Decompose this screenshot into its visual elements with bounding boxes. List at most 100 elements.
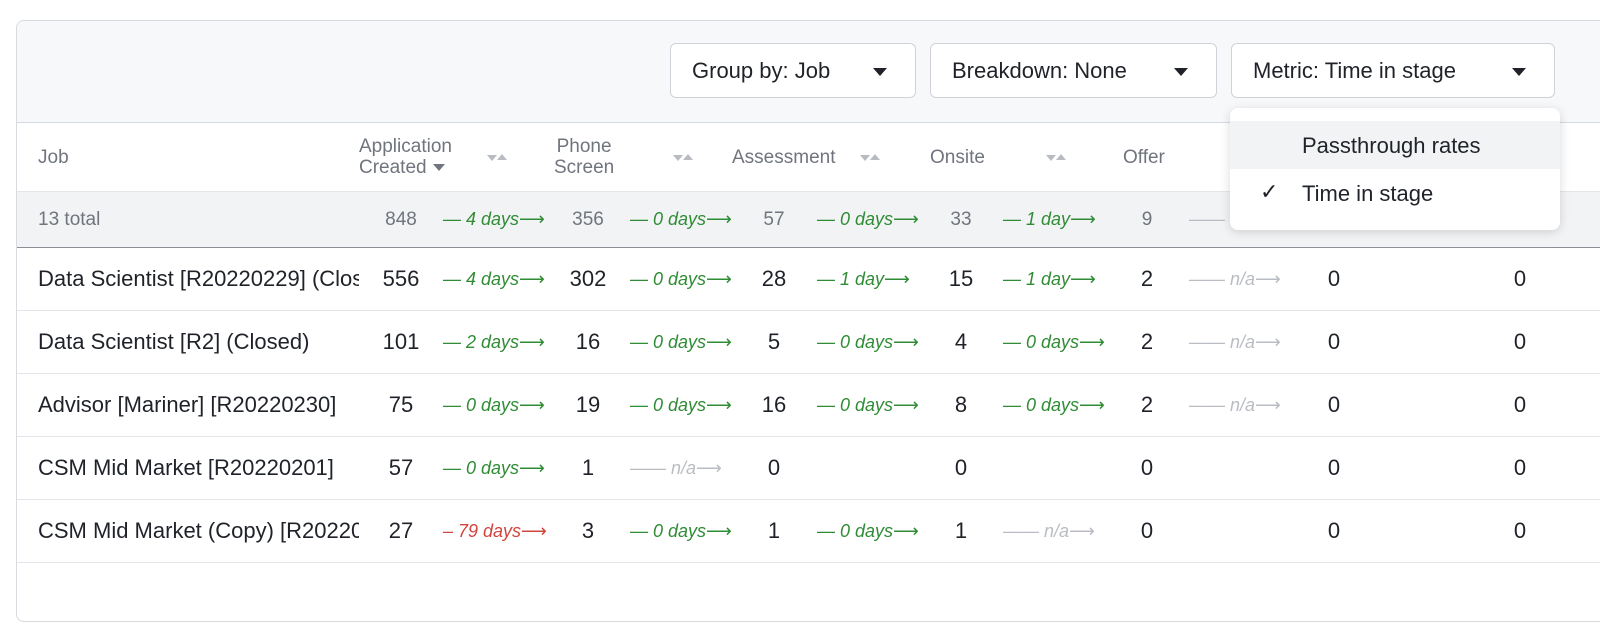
transition-time: — 0 days⟶ (1003, 332, 1105, 352)
check-icon: ✓ (1260, 179, 1279, 204)
stage-count: 15 (948, 266, 974, 291)
transition-time: — 0 days⟶ (443, 458, 545, 478)
header-application-created[interactable]: Application Created (359, 136, 452, 178)
stage-count: 0 (767, 455, 781, 480)
stage-count: 556 (382, 266, 420, 291)
menu-item-label: Passthrough rates (1302, 133, 1481, 158)
transition-time: —— n/a⟶ (1003, 521, 1095, 541)
stage-count: 75 (388, 392, 414, 417)
stage-count: 0 (1140, 518, 1154, 543)
transition-time: — 4 days⟶ (443, 269, 545, 289)
report-toolbar: Group by: Job Breakdown: None Metric: Ti… (17, 21, 1600, 123)
transition-time: — 0 days⟶ (443, 395, 545, 415)
stage-count: 0 (1513, 518, 1527, 543)
header-onsite[interactable]: Onsite (930, 147, 985, 168)
chevron-down-icon (1512, 68, 1526, 76)
header-offer[interactable]: Offer (1123, 147, 1165, 168)
stage-count: 1 (581, 455, 595, 480)
breakdown-label: Breakdown: None (952, 57, 1127, 83)
job-name[interactable]: Data Scientist [R2] (Closed) (38, 329, 310, 354)
table-row[interactable]: CSM Mid Market [R20220201] 57 — 0 days⟶ … (17, 437, 1600, 500)
transition-time: — 0 days⟶ (817, 209, 919, 229)
transition-time: – 79 days⟶ (443, 521, 547, 541)
stage-count: 19 (575, 392, 601, 417)
transition-time: — 1 day⟶ (817, 269, 910, 289)
stage-count: 27 (388, 518, 414, 543)
menu-item-passthrough-rates[interactable]: Passthrough rates (1230, 121, 1560, 169)
stage-count: 3 (581, 518, 595, 543)
job-name[interactable]: Data Scientist [R20220229] (Closed) (38, 266, 359, 291)
transition-time: — 1 day⟶ (1003, 269, 1096, 289)
chevron-down-icon (1174, 68, 1188, 76)
stage-count: 0 (1513, 455, 1527, 480)
stage-count: 2 (1140, 266, 1154, 291)
stage-count: 0 (1327, 266, 1341, 291)
stage-count: 1 (954, 518, 968, 543)
transition-time: — 0 days⟶ (630, 521, 732, 541)
sort-icon[interactable] (860, 153, 880, 163)
total-value: 9 (1141, 209, 1153, 230)
job-name[interactable]: CSM Mid Market [R20220201] (38, 455, 334, 480)
menu-item-label: Time in stage (1302, 181, 1434, 206)
metric-dropdown[interactable]: Metric: Time in stage (1231, 43, 1555, 98)
stage-count: 2 (1140, 392, 1154, 417)
group-by-label: Group by: Job (692, 57, 831, 83)
transition-time: —— n/a⟶ (630, 458, 722, 478)
total-value: 57 (763, 209, 785, 230)
chevron-down-icon (873, 68, 887, 76)
stage-count: 0 (1140, 455, 1154, 480)
metric-label: Metric: Time in stage (1253, 57, 1456, 83)
stage-count: 0 (1327, 329, 1341, 354)
stage-count: 0 (1513, 266, 1527, 291)
stage-count: 8 (954, 392, 968, 417)
transition-time: — 0 days⟶ (817, 395, 919, 415)
transition-time: — 4 days⟶ (443, 209, 545, 229)
table-row[interactable]: CSM Mid Market (Copy) [R20220202] 27 – 7… (17, 500, 1600, 563)
header-job: Job (38, 147, 69, 168)
transition-time: — 0 days⟶ (1003, 395, 1105, 415)
stage-count: 16 (761, 392, 787, 417)
breakdown-dropdown[interactable]: Breakdown: None (930, 43, 1217, 98)
total-label: 13 total (38, 209, 101, 230)
stage-count: 1 (767, 518, 781, 543)
stage-count: 0 (1327, 392, 1341, 417)
transition-time: —— n/a⟶ (1189, 269, 1281, 289)
stage-count: 0 (1513, 329, 1527, 354)
table-row[interactable]: Advisor [Mariner] [R20220230] 75 — 0 day… (17, 374, 1600, 437)
stage-count: 28 (761, 266, 787, 291)
menu-item-time-in-stage[interactable]: ✓ Time in stage (1230, 169, 1560, 217)
total-value: 356 (572, 209, 604, 230)
transition-time: — 1 day⟶ (1003, 209, 1096, 229)
transition-time: — 0 days⟶ (630, 332, 732, 352)
transition-time: —— n/a⟶ (1189, 395, 1281, 415)
header-phone-screen[interactable]: Phone Screen (554, 136, 615, 178)
table-row[interactable]: Data Scientist [R2] (Closed) 101 — 2 day… (17, 311, 1600, 374)
stage-count: 302 (569, 266, 607, 291)
total-value: 33 (950, 209, 972, 230)
transition-time: — 2 days⟶ (443, 332, 545, 352)
stage-count: 0 (1327, 455, 1341, 480)
stage-count: 0 (954, 455, 968, 480)
job-name[interactable]: CSM Mid Market (Copy) [R20220202] (38, 518, 359, 543)
stage-count: 2 (1140, 329, 1154, 354)
stage-count: 57 (388, 455, 414, 480)
table-row[interactable]: Data Scientist [R20220229] (Closed) 556 … (17, 248, 1600, 311)
transition-time: — 0 days⟶ (630, 269, 732, 289)
transition-time: — 0 days⟶ (817, 521, 919, 541)
transition-time: — 0 days⟶ (630, 209, 732, 229)
header-assessment[interactable]: Assessment (732, 147, 836, 168)
metric-dropdown-menu: Passthrough rates ✓ Time in stage (1230, 108, 1560, 230)
transition-time: — 0 days⟶ (817, 332, 919, 352)
job-name[interactable]: Advisor [Mariner] [R20220230] (38, 392, 337, 417)
stage-count: 4 (954, 329, 968, 354)
sort-icon[interactable] (487, 153, 507, 163)
stage-count: 5 (767, 329, 781, 354)
stage-count: 101 (382, 329, 420, 354)
sort-desc-icon (432, 164, 445, 172)
sort-icon[interactable] (673, 153, 693, 163)
stage-count: 0 (1327, 518, 1341, 543)
sort-icon[interactable] (1046, 153, 1066, 163)
stage-count: 16 (575, 329, 601, 354)
group-by-dropdown[interactable]: Group by: Job (670, 43, 916, 98)
transition-time: — 0 days⟶ (630, 395, 732, 415)
